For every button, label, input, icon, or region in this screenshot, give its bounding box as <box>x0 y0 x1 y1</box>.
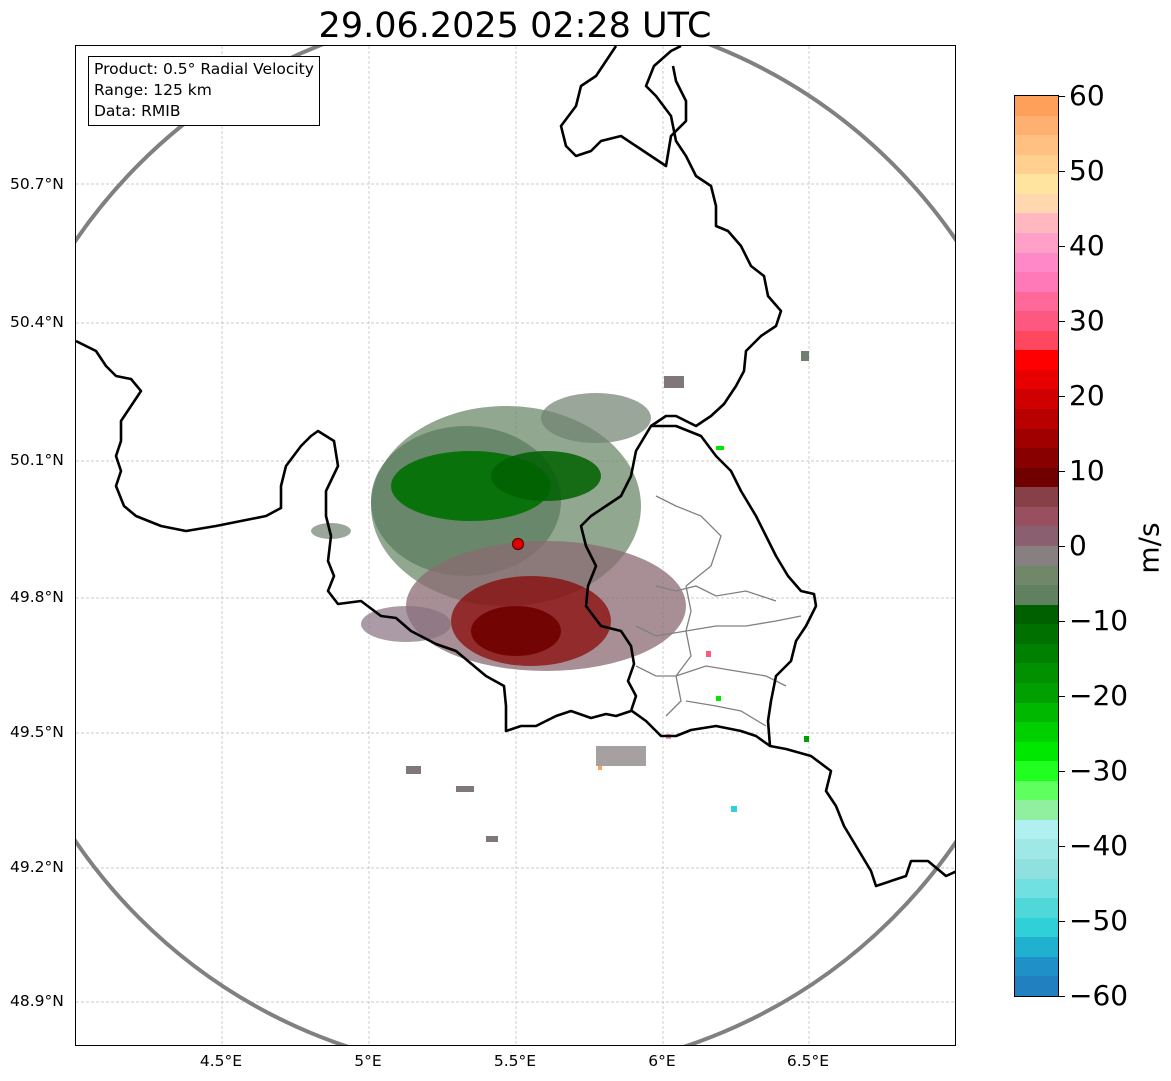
radar-echoes <box>311 351 809 842</box>
colorbar-band <box>1015 193 1058 214</box>
colorbar-band <box>1015 330 1058 351</box>
lat-label: 49.8°N <box>10 588 64 606</box>
lon-label: 5°E <box>354 1052 382 1070</box>
colorbar-band <box>1015 115 1058 136</box>
colorbar-tick-mark <box>1059 921 1065 922</box>
colorbar-band <box>1015 624 1058 645</box>
colorbar-tick-mark <box>1059 171 1065 172</box>
colorbar-band <box>1015 761 1058 782</box>
colorbar-band <box>1015 291 1058 312</box>
admin-borders <box>635 495 802 727</box>
radar-site-marker[interactable] <box>511 537 525 551</box>
data-source-label: Data: RMIB <box>94 102 181 120</box>
colorbar-tick-label: 10 <box>1069 454 1105 487</box>
colorbar-band <box>1015 369 1058 391</box>
colorbar-band <box>1015 585 1058 606</box>
colorbar-tick-label: 50 <box>1069 154 1105 187</box>
lat-label: 50.4°N <box>10 313 64 331</box>
colorbar-band <box>1015 448 1058 469</box>
colorbar-tick-label: 40 <box>1069 229 1105 262</box>
colorbar-tick-label: −30 <box>1069 754 1129 787</box>
colorbar-band <box>1015 389 1058 410</box>
colorbar-band <box>1015 174 1058 195</box>
map-title: 29.06.2025 02:28 UTC <box>318 6 712 46</box>
colorbar-band <box>1015 506 1058 528</box>
colorbar-band <box>1015 956 1058 978</box>
lat-label: 49.5°N <box>10 723 64 741</box>
colorbar-band <box>1015 428 1058 449</box>
range-label: Range: 125 km <box>94 81 212 99</box>
colorbar-band <box>1015 839 1058 860</box>
colorbar-band <box>1015 213 1058 234</box>
colorbar-tick-label: 60 <box>1069 79 1105 112</box>
colorbar-band <box>1015 898 1058 919</box>
colorbar-band <box>1015 232 1058 254</box>
colorbar-tick-label: −40 <box>1069 829 1129 862</box>
velocity-colorbar <box>1014 95 1059 997</box>
colorbar-unit-label: m/s <box>1132 522 1166 574</box>
colorbar-band <box>1015 722 1058 743</box>
lon-label: 6.5°E <box>786 1052 830 1070</box>
colorbar-band <box>1015 682 1058 704</box>
colorbar-tick-label: −50 <box>1069 904 1129 937</box>
colorbar-band <box>1015 467 1058 488</box>
colorbar-band <box>1015 702 1058 723</box>
colorbar-tick-mark <box>1059 396 1065 397</box>
lat-label: 48.9°N <box>10 992 64 1010</box>
colorbar-band <box>1015 604 1058 625</box>
colorbar-band <box>1015 252 1058 273</box>
colorbar-tick-mark <box>1059 996 1065 997</box>
colorbar-band <box>1015 819 1058 841</box>
colorbar-tick-mark <box>1059 246 1065 247</box>
colorbar-band <box>1015 311 1058 332</box>
colorbar-band <box>1015 526 1058 547</box>
colorbar-band <box>1015 663 1058 684</box>
colorbar-tick-label: −20 <box>1069 679 1129 712</box>
colorbar-tick-label: 0 <box>1069 529 1087 562</box>
colorbar-tick-mark <box>1059 696 1065 697</box>
colorbar-band <box>1015 565 1058 586</box>
colorbar-tick-mark <box>1059 96 1065 97</box>
colorbar-tick-label: 30 <box>1069 304 1105 337</box>
colorbar-tick-label: 20 <box>1069 379 1105 412</box>
map-canvas <box>76 46 955 1045</box>
colorbar-band <box>1015 96 1058 117</box>
lon-label: 5.5°E <box>493 1052 537 1070</box>
colorbar-band <box>1015 976 1058 996</box>
colorbar-band <box>1015 859 1058 880</box>
colorbar-band <box>1015 135 1058 156</box>
radar-map[interactable] <box>75 45 956 1046</box>
colorbar-band <box>1015 800 1058 821</box>
lat-label: 50.7°N <box>10 175 64 193</box>
colorbar-band <box>1015 154 1058 175</box>
colorbar-band <box>1015 917 1058 938</box>
colorbar-tick-mark <box>1059 846 1065 847</box>
colorbar-tick-mark <box>1059 621 1065 622</box>
product-label: Product: 0.5° Radial Velocity <box>94 60 314 78</box>
colorbar-band <box>1015 780 1058 801</box>
colorbar-tick-mark <box>1059 321 1065 322</box>
colorbar-band <box>1015 350 1058 371</box>
country-borders <box>76 46 955 888</box>
colorbar-tick-mark <box>1059 771 1065 772</box>
colorbar-tick-label: −10 <box>1069 604 1129 637</box>
lat-label: 50.1°N <box>10 451 64 469</box>
colorbar-tick-mark <box>1059 471 1065 472</box>
lon-label: 4.5°E <box>199 1052 243 1070</box>
colorbar-band <box>1015 741 1058 762</box>
product-info-box: Product: 0.5° Radial Velocity Range: 125… <box>88 56 320 126</box>
lon-label: 6°E <box>648 1052 676 1070</box>
colorbar-band <box>1015 487 1058 508</box>
colorbar-band <box>1015 409 1058 430</box>
lat-label: 49.2°N <box>10 858 64 876</box>
colorbar-tick-mark <box>1059 546 1065 547</box>
colorbar-tick-label: −60 <box>1069 979 1129 1012</box>
colorbar-band <box>1015 272 1058 293</box>
colorbar-band <box>1015 643 1058 664</box>
colorbar-band <box>1015 546 1058 567</box>
colorbar-band <box>1015 937 1058 958</box>
colorbar-band <box>1015 878 1058 899</box>
